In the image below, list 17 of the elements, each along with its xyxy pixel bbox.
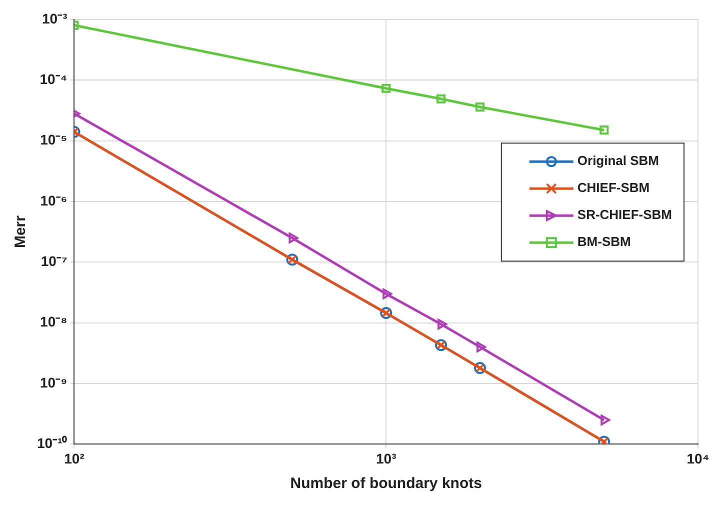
y-tick-label: 10⁻⁷ — [40, 253, 68, 269]
x-tick-label: 10² — [64, 450, 85, 466]
x-tick-label: 10⁴ — [686, 450, 710, 466]
y-tick-label: 10⁻³ — [42, 10, 68, 26]
y-tick-label: 10⁻¹⁰ — [37, 435, 68, 452]
legend-label: BM-SBM — [577, 234, 631, 250]
y-tick-label: 10⁻⁵ — [40, 132, 68, 148]
y-tick-label: 10⁻⁶ — [40, 192, 68, 208]
y-tick-label: 10⁻⁸ — [40, 314, 68, 330]
y-axis-title: Merr — [12, 215, 30, 248]
legend-label: Original SBM — [577, 153, 660, 168]
x-axis-title: Number of boundary knots — [290, 475, 482, 492]
legend-label: SR-CHIEF-SBM — [577, 207, 672, 222]
x-tick-label: 10³ — [376, 450, 397, 466]
y-tick-label: 10⁻⁹ — [40, 374, 68, 390]
y-tick-label: 10⁻⁴ — [40, 70, 68, 87]
legend-label: CHIEF-SBM — [577, 180, 650, 196]
